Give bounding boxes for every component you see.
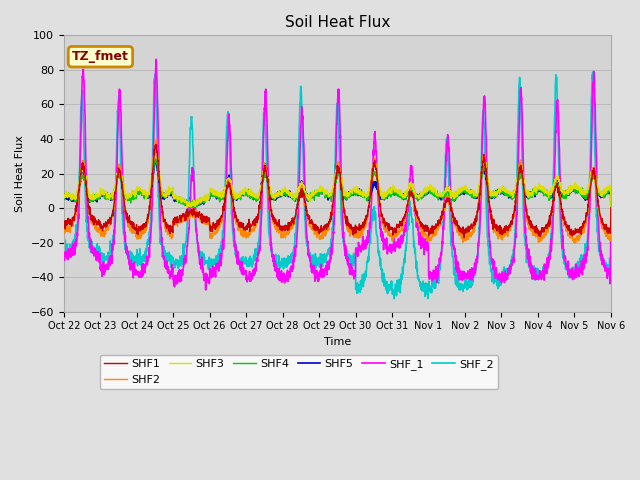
- SHF2: [60, 227, 68, 233]
- SHF1: [559, 216, 567, 221]
- SHF4: [60, 193, 68, 199]
- SHF1: [365, 204, 373, 210]
- SHF2: [497, 233, 504, 239]
- SHF_2: [212, 257, 220, 263]
- Line: SHF2: SHF2: [64, 139, 611, 243]
- Title: Soil Heat Flux: Soil Heat Flux: [285, 15, 390, 30]
- SHF4: [607, 205, 614, 211]
- SHF_1: [152, 57, 160, 62]
- SHF2: [570, 240, 578, 246]
- SHF5: [212, 196, 220, 202]
- SHF1: [574, 227, 582, 233]
- SHF3: [152, 144, 159, 150]
- SHF_1: [559, 243, 567, 249]
- SHF_1: [365, 228, 373, 233]
- Text: TZ_fmet: TZ_fmet: [72, 50, 129, 63]
- SHF3: [574, 187, 582, 193]
- SHF2: [607, 205, 614, 211]
- SHF_1: [213, 262, 221, 267]
- SHF1: [60, 224, 68, 229]
- SHF2: [153, 136, 161, 142]
- SHF1: [212, 223, 220, 229]
- Line: SHF3: SHF3: [64, 147, 611, 208]
- SHF_2: [589, 69, 596, 75]
- Y-axis label: Soil Heat Flux: Soil Heat Flux: [15, 135, 25, 212]
- Line: SHF4: SHF4: [64, 158, 611, 208]
- Line: SHF5: SHF5: [64, 160, 611, 208]
- SHF3: [365, 185, 373, 191]
- X-axis label: Time: Time: [324, 337, 351, 347]
- Line: SHF_2: SHF_2: [64, 72, 611, 299]
- SHF4: [212, 192, 220, 198]
- SHF2: [365, 203, 373, 209]
- SHF5: [365, 194, 373, 200]
- Legend: SHF1, SHF2, SHF3, SHF4, SHF5, SHF_1, SHF_2: SHF1, SHF2, SHF3, SHF4, SHF5, SHF_1, SHF…: [100, 355, 498, 389]
- SHF_2: [390, 296, 398, 301]
- SHF3: [559, 189, 566, 194]
- SHF2: [574, 232, 582, 238]
- SHF1: [497, 229, 504, 235]
- SHF4: [559, 194, 566, 200]
- SHF_2: [574, 259, 582, 264]
- SHF4: [365, 192, 373, 197]
- SHF_1: [202, 287, 209, 293]
- SHF5: [574, 188, 582, 193]
- SHF3: [212, 188, 220, 194]
- SHF1: [607, 205, 614, 211]
- SHF_1: [574, 270, 582, 276]
- SHF2: [353, 229, 361, 235]
- SHF1: [152, 142, 159, 148]
- SHF_1: [607, 205, 614, 211]
- SHF_1: [354, 250, 362, 256]
- SHF_2: [353, 290, 361, 296]
- SHF1: [353, 226, 361, 232]
- SHF5: [559, 191, 566, 196]
- SHF3: [353, 188, 361, 193]
- SHF_1: [497, 273, 504, 279]
- SHF_2: [559, 255, 566, 261]
- SHF_2: [607, 205, 614, 211]
- SHF1: [460, 235, 468, 240]
- SHF5: [497, 191, 504, 197]
- SHF_2: [497, 278, 504, 284]
- SHF5: [152, 157, 160, 163]
- SHF_2: [60, 248, 68, 253]
- SHF4: [574, 188, 582, 194]
- SHF5: [607, 205, 614, 211]
- SHF_2: [365, 250, 372, 255]
- Line: SHF_1: SHF_1: [64, 60, 611, 290]
- SHF2: [559, 214, 566, 220]
- SHF3: [607, 205, 614, 211]
- SHF5: [353, 188, 361, 193]
- SHF4: [497, 189, 504, 195]
- Line: SHF1: SHF1: [64, 145, 611, 238]
- SHF_1: [60, 253, 68, 259]
- SHF4: [151, 156, 159, 161]
- SHF3: [60, 195, 68, 201]
- SHF4: [353, 189, 361, 195]
- SHF3: [497, 189, 504, 195]
- SHF5: [60, 192, 68, 198]
- SHF2: [212, 225, 220, 231]
